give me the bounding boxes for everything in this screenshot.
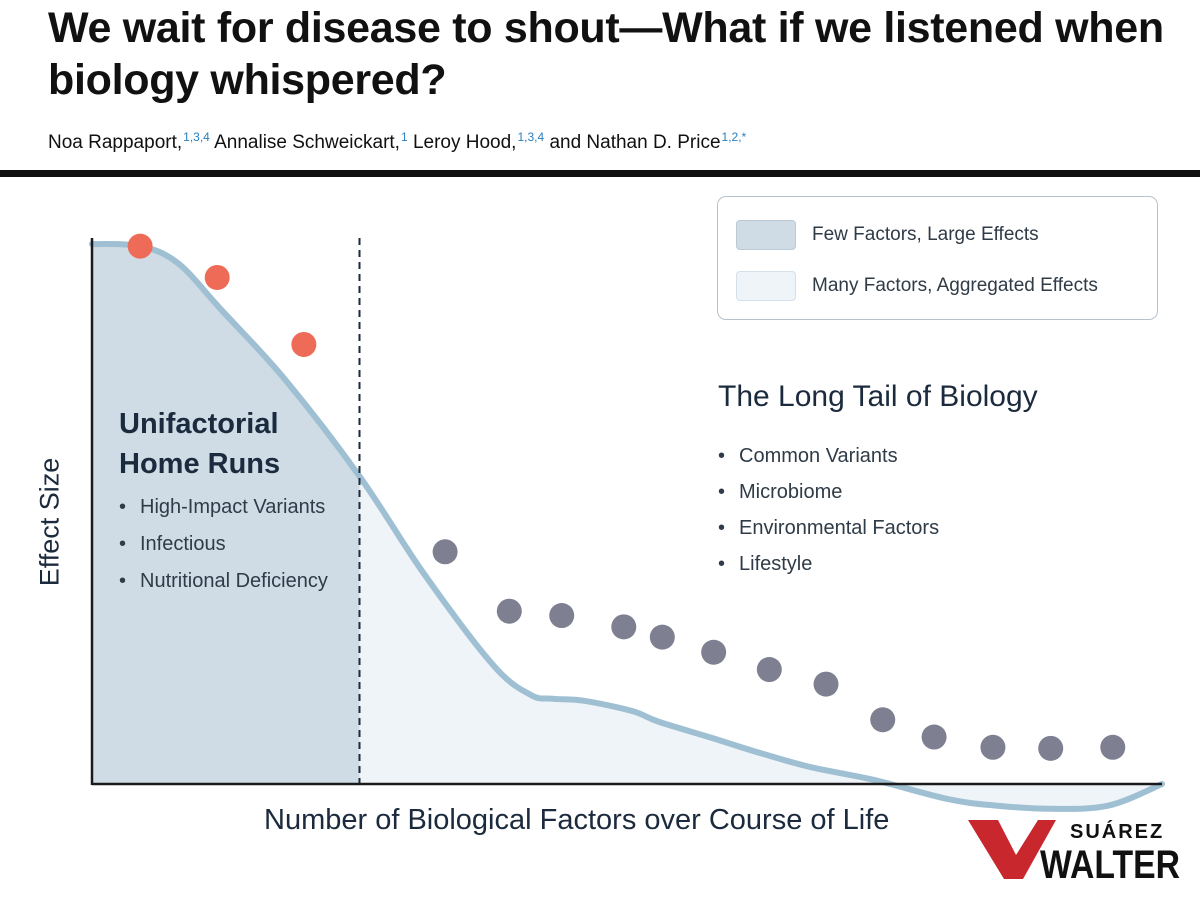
author-affiliation: 1,2,* [721,130,747,144]
long-tail-point [496,598,522,624]
effect-size-curve [89,241,1165,812]
long-tail-list: Common Variants Microbiome Environmental… [718,438,939,582]
legend: Few Factors, Large Effects Many Factors,… [717,196,1158,320]
long-tail-point [756,657,782,683]
watermark-top: SUÁREZ [1070,820,1164,843]
long-tail-point [1038,735,1064,761]
list-item: Nutritional Deficiency [119,568,328,595]
unifactorial-title: Unifactorial Home Runs [119,408,281,480]
logo-mark-icon [968,820,1056,879]
data-points [127,233,1126,761]
list-item: Microbiome [718,474,939,510]
list-item: Environmental Factors [718,510,939,546]
long-tail-point [432,539,458,565]
author-affiliation: 1 [400,130,408,144]
legend-label: Many Factors, Aggregated Effects [812,275,1098,296]
long-tail-point [980,734,1006,760]
long-tail-point [701,639,727,665]
watermark-bottom: WALTER [1040,843,1180,887]
high-impact-point [204,264,230,290]
x-axis-label: Number of Biological Factors over Course… [264,804,890,836]
long-tail-point [870,707,896,733]
high-impact-point [127,233,153,259]
legend-swatch [736,271,796,301]
author-list: Noa Rappaport,1,3,4 Annalise Schweickart… [48,130,746,154]
list-item: Common Variants [718,438,939,474]
author-name: Leroy Hood, [412,132,517,153]
long-tail-point [1100,734,1126,760]
long-tail-point [649,624,675,650]
author-name: and Nathan D. Price [549,132,721,153]
legend-label: Few Factors, Large Effects [812,224,1039,245]
long-tail-point [921,724,947,750]
long-tail-point [549,603,575,629]
paper-title: We wait for disease to shout—What if we … [48,4,1164,104]
author-name: Annalise Schweickart, [214,132,400,153]
author-name: Noa Rappaport, [48,132,183,153]
header-divider [0,170,1200,177]
long-tail-point [611,614,637,640]
long-tail-point [813,671,839,697]
unifactorial-list: High-Impact Variants Infectious Nutritio… [119,494,328,605]
list-item: Lifestyle [718,546,939,582]
list-item: High-Impact Variants [119,494,328,521]
high-impact-point [291,331,317,357]
legend-swatch [736,220,796,250]
legend-item-many-factors: Many Factors, Aggregated Effects [736,271,1098,301]
legend-item-few-factors: Few Factors, Large Effects [736,220,1039,250]
author-affiliation: 1,3,4 [183,130,210,144]
long-tail-title: The Long Tail of Biology [718,380,1038,413]
list-item: Infectious [119,531,328,558]
author-affiliation: 1,3,4 [517,130,545,144]
